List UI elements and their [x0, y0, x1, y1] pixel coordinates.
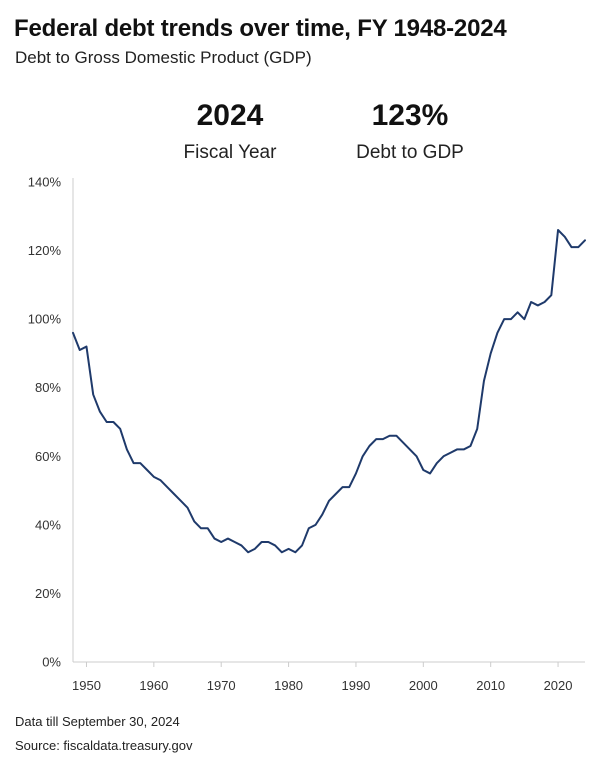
- y-tick-label: 80%: [35, 380, 61, 395]
- chart-title: Federal debt trends over time, FY 1948-2…: [14, 15, 507, 42]
- y-tick-label: 100%: [28, 312, 62, 327]
- y-tick-label: 140%: [28, 175, 62, 190]
- debt-to-gdp-series-line: [72, 229, 586, 554]
- x-tick-label: 1960: [139, 678, 168, 693]
- series-group: [72, 229, 586, 554]
- y-tick-label: 0%: [42, 655, 61, 670]
- fiscal-year-stat: 2024 Fiscal Year: [150, 96, 310, 166]
- debt-to-gdp-stat: 123% Debt to GDP: [330, 96, 490, 166]
- debt-to-gdp-value: 123%: [371, 99, 449, 132]
- data-date-note: Data till September 30, 2024: [15, 714, 180, 729]
- y-tick-label: 40%: [35, 517, 61, 532]
- x-tick-label: 1950: [72, 678, 101, 693]
- source-note: Source: fiscaldata.treasury.gov: [15, 738, 193, 753]
- x-tick-label: 1980: [274, 678, 303, 693]
- x-axis-tick-labels: 1950 1960 1970 1980 1990 2000 2010 2020: [72, 678, 573, 693]
- y-axis-tick-labels: 0% 20% 40% 60% 80% 100% 120% 140%: [28, 175, 62, 670]
- x-tick-label: 1990: [341, 678, 370, 693]
- x-tick-label: 2000: [409, 678, 438, 693]
- x-tick-label: 2010: [476, 678, 505, 693]
- debt-to-gdp-label: Debt to GDP: [356, 142, 464, 163]
- chart-axes: [72, 178, 585, 667]
- x-tick-label: 2020: [544, 678, 573, 693]
- y-tick-label: 60%: [35, 449, 61, 464]
- chart-subtitle: Debt to Gross Domestic Product (GDP): [15, 48, 312, 67]
- y-tick-label: 20%: [35, 586, 61, 601]
- x-tick-label: 1970: [207, 678, 236, 693]
- fiscal-year-label: Fiscal Year: [183, 142, 277, 163]
- fiscal-year-value: 2024: [196, 99, 264, 132]
- y-tick-label: 120%: [28, 243, 62, 258]
